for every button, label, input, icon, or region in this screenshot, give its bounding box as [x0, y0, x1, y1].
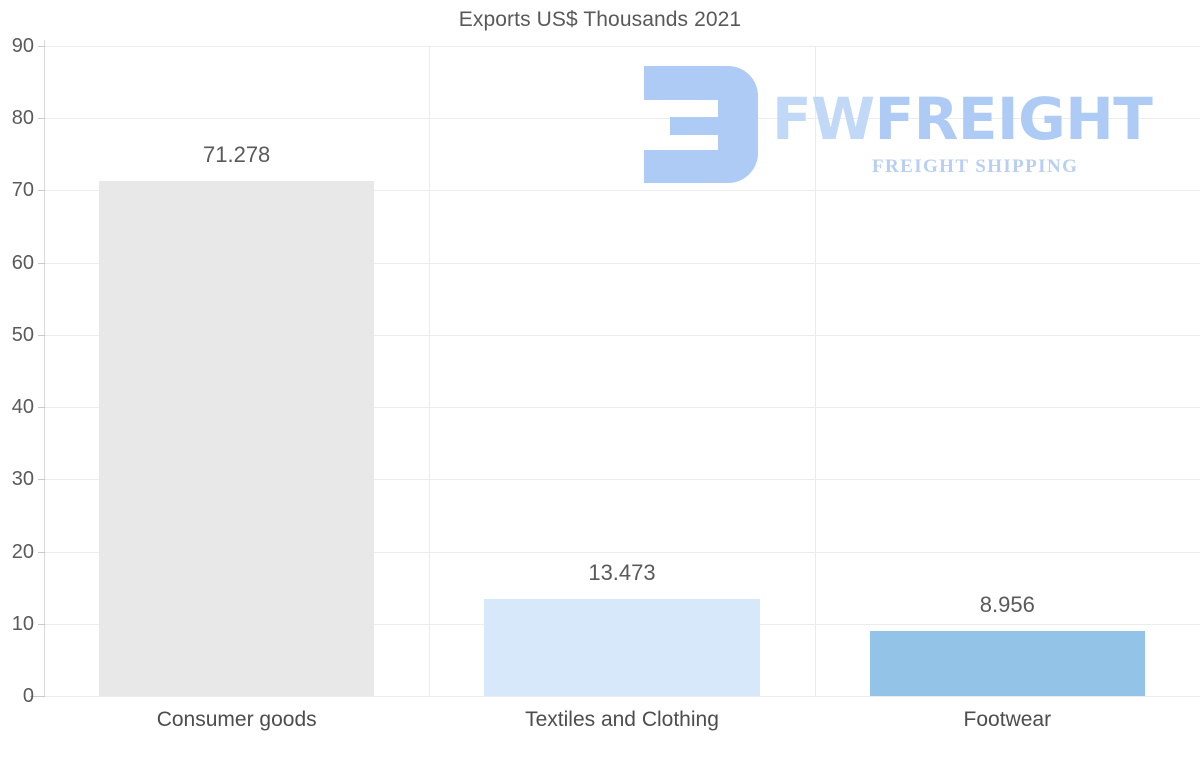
y-axis-label-80: 80: [11, 107, 34, 130]
bar-value-label-3: 8.956: [979, 592, 1035, 618]
y-tick-mark-80: [38, 118, 45, 120]
y-tick-mark-0: [38, 696, 45, 697]
gridline-y-30: [44, 479, 1200, 481]
gridline-y-80: [44, 118, 1200, 120]
y-tick-mark-40: [38, 407, 45, 409]
x-axis-label-3: Footwear: [963, 708, 1052, 731]
y-axis-line: [44, 40, 45, 696]
x-axis-label-2: Textiles and Clothing: [525, 708, 719, 731]
y-axis-label-10: 10: [11, 612, 34, 635]
y-axis-label-40: 40: [11, 396, 34, 419]
y-axis-label-70: 70: [11, 179, 34, 202]
bar-3[interactable]: [869, 631, 1146, 696]
y-axis-label-20: 20: [11, 540, 34, 563]
bar-value-label-2: 13.473: [588, 559, 656, 585]
y-tick-mark-70: [38, 190, 45, 192]
gridline-y-40: [44, 407, 1200, 409]
gridline-x-1: [429, 46, 430, 696]
gridline-y-90: [44, 46, 1200, 47]
gridline-x-2: [815, 46, 816, 696]
gridline-y-20: [44, 551, 1200, 553]
y-tick-mark-10: [38, 623, 45, 625]
chart-title: Exports US$ Thousands 2021: [458, 8, 742, 31]
y-axis-label-50: 50: [11, 323, 34, 346]
x-axis-label-1: Consumer goods: [156, 708, 317, 731]
bar-value-label-1: 71.278: [203, 142, 271, 168]
gridline-y-70: [44, 190, 1200, 192]
y-tick-mark-20: [38, 551, 45, 553]
bar-1[interactable]: [98, 181, 375, 696]
y-tick-mark-30: [38, 479, 45, 481]
gridline-y-60: [44, 262, 1200, 264]
y-tick-mark-90: [38, 46, 45, 47]
y-tick-mark-60: [38, 262, 45, 264]
plot-area: [44, 46, 1200, 697]
bar-2[interactable]: [484, 598, 760, 696]
gridline-y-0: [44, 696, 1200, 697]
gridline-y-50: [44, 334, 1200, 336]
y-tick-mark-50: [38, 334, 45, 336]
y-axis-label-30: 30: [11, 468, 34, 491]
y-axis-label-0: 0: [22, 685, 34, 707]
y-axis-label-60: 60: [11, 251, 34, 274]
y-axis-label-90: 90: [11, 35, 34, 57]
